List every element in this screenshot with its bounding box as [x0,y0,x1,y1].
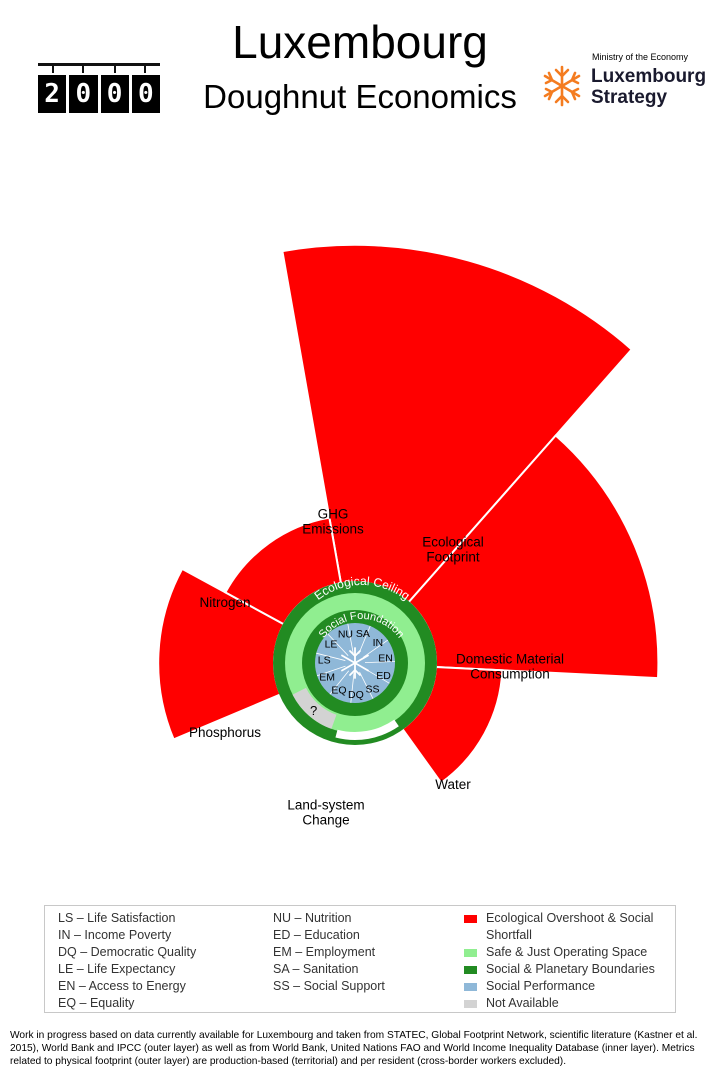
year-digit: 0 [69,75,98,113]
page-title: Luxembourg [232,16,488,68]
social-dimension-label: LE [325,638,338,650]
ministry-logo: Ministry of the Economy Luxembourg Strat… [540,50,715,112]
social-dimension-label: EQ [331,685,346,697]
social-dimension-label: DQ [348,689,364,701]
legend-item: EM – Employment [273,945,376,959]
year-counter-hanger [144,63,146,73]
social-dimension-label: LS [318,654,331,666]
ecological-sectors [157,243,660,785]
strategy-label-line1: Luxembourg [591,66,707,87]
not-available-swatch [464,1000,477,1008]
year-counter-hanger [52,63,54,73]
sector-label: Phosphorus [189,725,261,740]
year-digit: 0 [131,75,160,113]
legend-swatch-label: Shortfall [486,928,532,942]
legend-item: ED – Education [273,928,360,942]
social-dimension-label: SS [365,684,379,696]
legend-swatch-label: Social & Planetary Boundaries [486,962,655,976]
social-divider [364,661,395,664]
social-dimension-label: IN [373,637,384,649]
page-subtitle: Doughnut Economics [203,78,517,115]
snowflake-logo-icon [543,65,581,107]
legend-swatch-label: Not Available [486,996,559,1010]
legend-item: EN – Access to Energy [58,979,186,993]
ministry-label: Ministry of the Economy [592,52,689,62]
legend-item: SA – Sanitation [273,962,359,976]
boundaries-swatch [464,966,477,974]
strategy-label-line2: Strategy [591,87,668,108]
footnote: Work in progress based on data currently… [10,1030,698,1067]
social-divider [362,639,389,658]
legend-swatch-item: Not Available [464,995,655,1012]
legend: LS – Life Satisfaction IN – Income Pover… [44,905,676,1013]
social-divider [358,625,371,654]
social-dimension-label: EM [319,672,335,684]
legend-item: DQ – Democratic Quality [58,945,197,959]
sector-label: Land-system Change [287,798,364,828]
overshoot-swatch [464,915,477,923]
legend-swatch-item: Safe & Just Operating Space [464,944,655,961]
legend-abbrev-column-2: NU – Nutrition ED – Education EM – Emplo… [273,910,385,995]
year-counter: 2 0 0 0 [38,63,160,113]
sector-label: Water [435,777,471,792]
legend-swatch-item: Social Performance [464,978,655,995]
social-performance-swatch [464,983,477,991]
social-divider [347,623,354,654]
sector-not-available [292,687,337,729]
legend-swatch-label: Social Performance [486,979,596,993]
social-dimension-label: SA [356,628,370,640]
social-dimension-label: NU [338,629,353,641]
safe-space-swatch [464,949,477,957]
social-divider [316,652,346,661]
year-digit: 2 [38,75,67,113]
sector-overlays: ? [292,687,399,740]
legend-item: LE – Life Expectancy [58,962,176,976]
legend-abbrev-column-1: LS – Life Satisfaction IN – Income Pover… [58,910,196,1012]
legend-item: EQ – Equality [58,996,135,1010]
sector-label: Domestic Material Consumption [456,652,564,682]
social-dividers [316,623,395,703]
legend-swatch-label: Safe & Just Operating Space [486,945,648,959]
legend-item: LS – Life Satisfaction [58,911,176,925]
sector-label: Nitrogen [199,595,250,610]
social-divider [327,633,349,656]
ecological-labels: GHG Emissions Ecological Footprint Domestic … [189,507,564,828]
legend-color-column: Ecological Overshoot & Social Shortfall … [464,910,655,1012]
sector-water-gap [335,719,399,740]
year-counter-hanger [114,63,116,73]
legend-swatch-item: Social & Planetary Boundaries [464,961,655,978]
legend-swatch-item-cont: Shortfall [464,927,655,944]
social-divider [316,665,346,677]
social-divider [359,671,374,699]
social-divider [350,672,355,703]
sector-label: Ecological Footprint [422,535,484,565]
legend-item: NU – Nutrition [273,911,352,925]
year-counter-rail [38,63,160,66]
social-divider [329,670,350,695]
year-digit: 0 [100,75,129,113]
legend-swatch-item: Ecological Overshoot & Social [464,910,655,927]
social-dimension-label: EN [378,653,393,665]
center-snowflake-icon [341,647,369,679]
not-available-marker: ? [310,703,317,718]
year-counter-hanger [82,63,84,73]
social-dimension-label: ED [376,670,391,682]
legend-swatch-label: Ecological Overshoot & Social [486,911,654,925]
sector-label: GHG Emissions [302,507,364,537]
legend-item: SS – Social Support [273,979,385,993]
legend-item: IN – Income Poverty [58,928,172,942]
